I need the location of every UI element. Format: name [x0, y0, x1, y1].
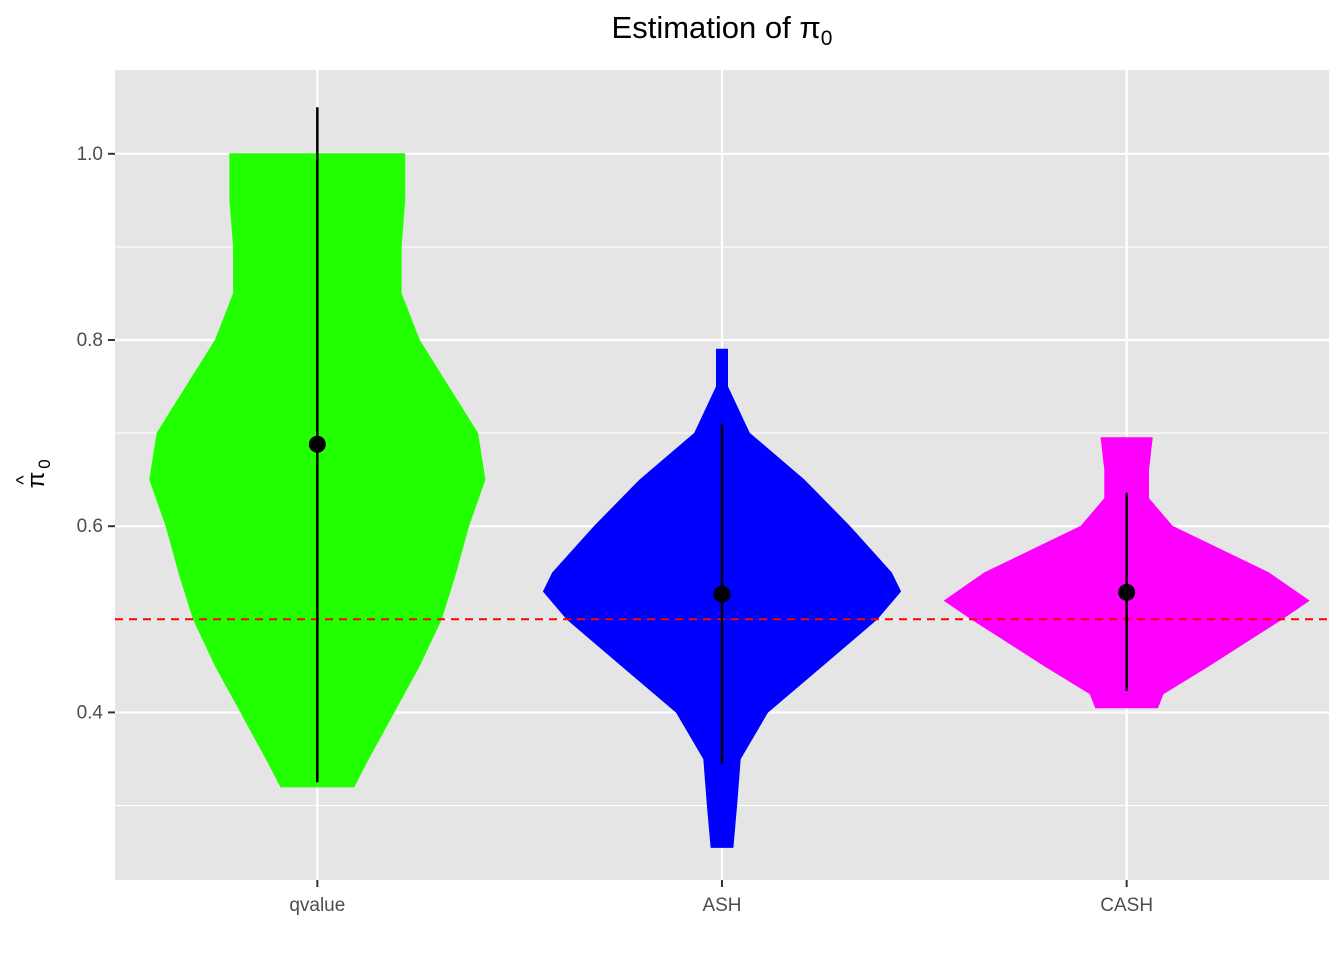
y-tick-label: 0.4 — [77, 702, 104, 723]
chart-title: Estimation of π0 — [115, 10, 1329, 51]
y-tick-label: 0.6 — [77, 516, 103, 537]
y-tick-label: 1.0 — [77, 144, 103, 165]
mean-point-ASH — [713, 585, 731, 603]
x-tick-label: ASH — [702, 895, 741, 916]
y-axis-label-symbol: π — [23, 472, 50, 489]
y-axis-label-hat: ^ — [13, 475, 35, 485]
whiskers — [308, 107, 1136, 783]
x-tick-label: CASH — [1100, 895, 1153, 916]
y-axis-label: π ^ 0 — [13, 459, 54, 488]
y-axis-label-subscript: 0 — [35, 459, 54, 468]
chart-title-main: Estimation of π — [611, 10, 821, 45]
mean-point-qvalue — [308, 435, 326, 453]
x-tick-label: qvalue — [289, 895, 345, 916]
y-tick-label: 0.8 — [77, 330, 103, 351]
mean-point-CASH — [1118, 583, 1136, 601]
chart-title-subscript: 0 — [820, 27, 833, 51]
x-axis: qvalue ASH CASH — [289, 880, 1153, 916]
y-axis: 0.4 0.6 0.8 1.0 — [77, 144, 115, 723]
